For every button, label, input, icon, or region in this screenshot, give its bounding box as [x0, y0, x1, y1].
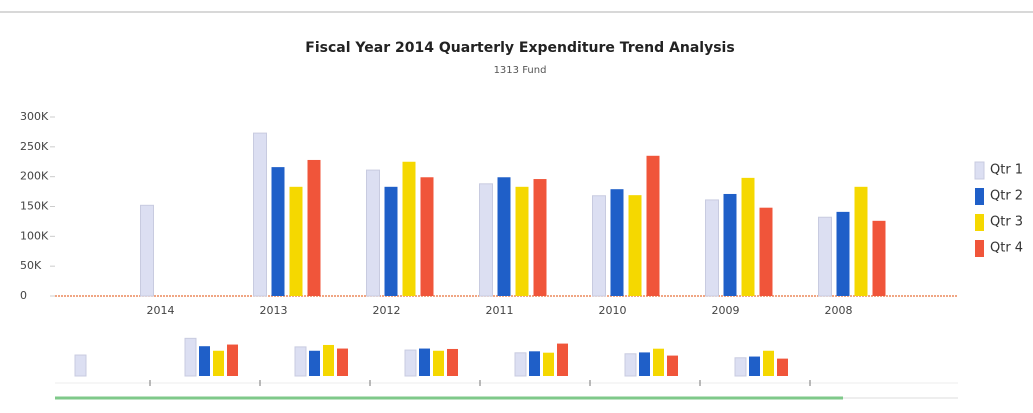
navigator-bar: [309, 350, 320, 376]
navigator-bar: [227, 344, 238, 376]
navigator-bar: [543, 352, 554, 376]
navigator-bar: [639, 352, 650, 376]
legend-label: Qtr 4: [990, 241, 1023, 256]
bar: [253, 132, 267, 297]
y-tick-label: 150K: [20, 200, 49, 213]
bar: [628, 195, 642, 296]
bar: [592, 195, 606, 297]
legend-swatch: [975, 240, 984, 257]
bar: [759, 207, 773, 296]
y-tick-label: 50K: [20, 259, 42, 272]
bar: [515, 186, 529, 296]
bar: [646, 155, 660, 296]
navigator-bar: [749, 356, 760, 376]
bar: [741, 177, 755, 296]
navigator-bar: [557, 343, 568, 376]
bar: [705, 199, 719, 297]
x-tick-label: 2011: [486, 304, 514, 317]
bar: [307, 159, 321, 296]
y-tick-label: 200K: [20, 170, 49, 183]
bar: [854, 186, 868, 296]
navigator-bar: [763, 350, 774, 376]
legend-label: Qtr 3: [990, 215, 1023, 230]
navigator-bar: [777, 358, 788, 376]
navigator-bar: [734, 357, 747, 377]
navigator-bar: [667, 355, 678, 376]
navigator-bar: [653, 348, 664, 376]
bar: [402, 161, 416, 296]
y-tick-label: 0: [20, 289, 27, 302]
bar: [366, 169, 380, 297]
y-tick-label: 250K: [20, 140, 49, 153]
x-tick-label: 2009: [712, 304, 740, 317]
legend-swatch: [974, 161, 985, 180]
navigator-bar: [624, 353, 637, 377]
navigator-bar: [514, 352, 527, 377]
bar: [140, 204, 154, 297]
navigator-bar: [404, 349, 417, 377]
bar: [497, 177, 511, 296]
legend-swatch: [975, 188, 984, 205]
navigator-bar: [74, 354, 87, 377]
x-tick-label: 2014: [147, 304, 175, 317]
navigator-bar: [213, 350, 224, 376]
bar: [872, 220, 886, 296]
legend-label: Qtr 2: [990, 189, 1023, 204]
bar: [479, 183, 493, 297]
bar: [271, 167, 285, 296]
x-tick-label: 2010: [599, 304, 627, 317]
y-tick-label: 100K: [20, 229, 49, 242]
bar: [420, 177, 434, 296]
x-tick-label: 2012: [373, 304, 401, 317]
navigator-bar: [199, 346, 210, 376]
bar: [836, 211, 850, 296]
navigator-bar: [419, 348, 430, 376]
x-tick-label: 2013: [260, 304, 288, 317]
y-tick-label: 300K: [20, 110, 49, 123]
navigator-bar: [184, 337, 197, 377]
legend-swatch: [975, 214, 984, 231]
navigator-bar: [337, 348, 348, 376]
bar: [384, 186, 398, 296]
bar: [289, 186, 303, 296]
x-tick-label: 2008: [825, 304, 853, 317]
bar: [610, 189, 624, 296]
legend-label: Qtr 1: [990, 163, 1023, 178]
bar: [533, 179, 547, 296]
bar: [818, 216, 832, 297]
navigator-bar: [433, 350, 444, 376]
chart-subtitle: 1313 Fund: [494, 65, 547, 76]
navigator-bar: [447, 348, 458, 376]
chart-title: Fiscal Year 2014 Quarterly Expenditure T…: [305, 40, 734, 56]
navigator-bar: [529, 351, 540, 376]
navigator-bar: [323, 344, 334, 376]
bar: [723, 193, 737, 296]
navigator-bar: [294, 346, 307, 377]
